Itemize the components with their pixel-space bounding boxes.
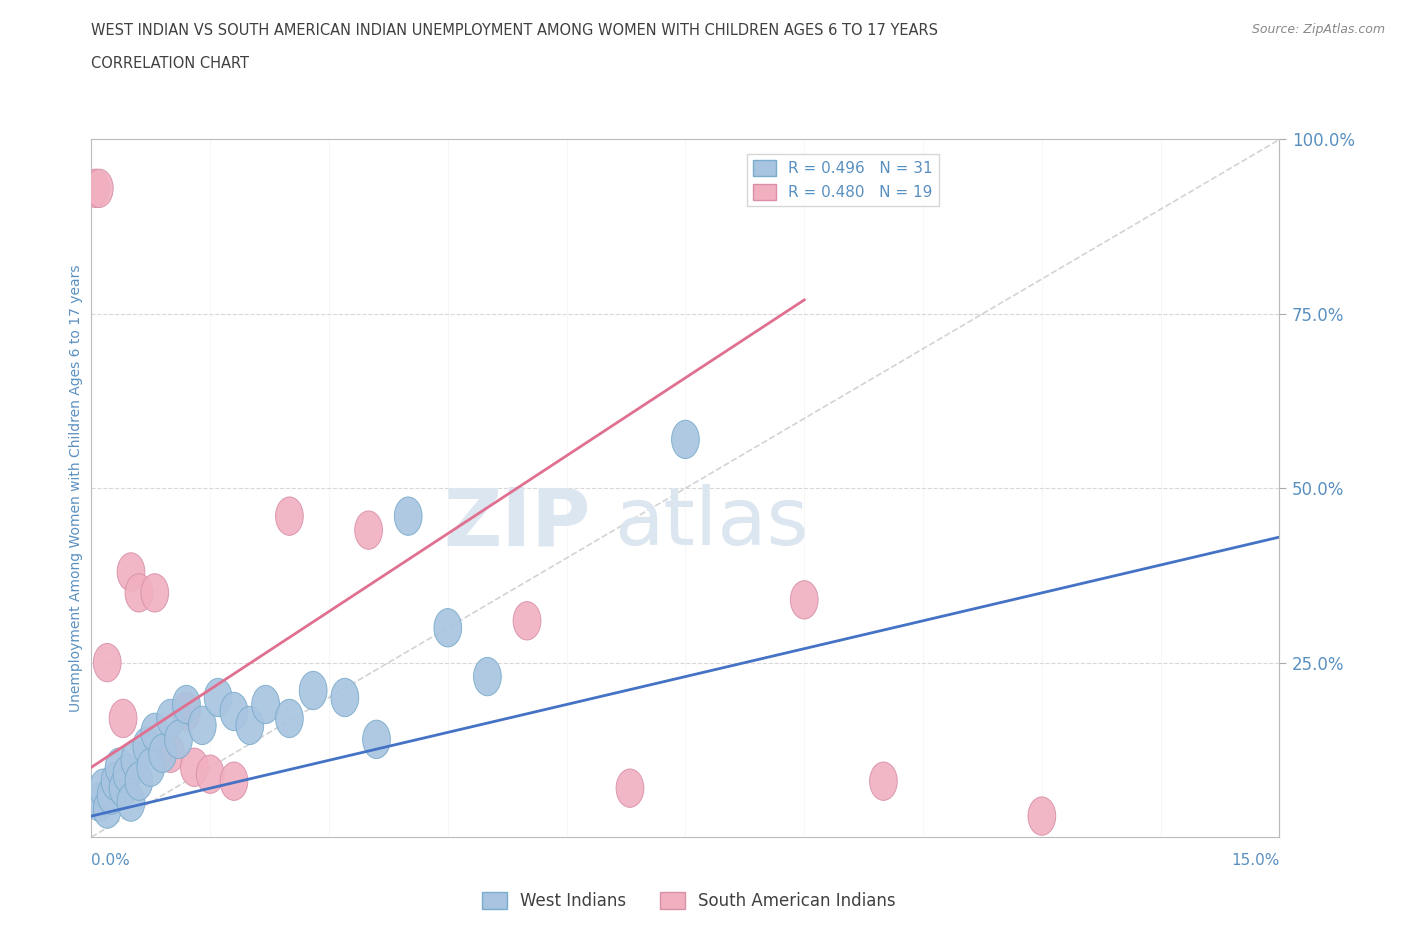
- Ellipse shape: [86, 169, 112, 207]
- Ellipse shape: [141, 574, 169, 612]
- Ellipse shape: [82, 169, 110, 207]
- Text: Source: ZipAtlas.com: Source: ZipAtlas.com: [1251, 23, 1385, 36]
- Ellipse shape: [125, 762, 153, 801]
- Text: ZIP: ZIP: [443, 485, 591, 562]
- Ellipse shape: [141, 713, 169, 751]
- Ellipse shape: [221, 692, 247, 731]
- Ellipse shape: [330, 678, 359, 717]
- Y-axis label: Unemployment Among Women with Children Ages 6 to 17 years: Unemployment Among Women with Children A…: [69, 264, 83, 712]
- Ellipse shape: [93, 790, 121, 829]
- Ellipse shape: [90, 769, 117, 807]
- Ellipse shape: [117, 783, 145, 821]
- Ellipse shape: [221, 762, 247, 801]
- Ellipse shape: [354, 511, 382, 550]
- Ellipse shape: [236, 706, 264, 745]
- Ellipse shape: [252, 685, 280, 724]
- Ellipse shape: [156, 699, 184, 737]
- Ellipse shape: [188, 706, 217, 745]
- Ellipse shape: [180, 748, 208, 787]
- Ellipse shape: [363, 720, 391, 759]
- Text: 15.0%: 15.0%: [1232, 853, 1279, 868]
- Ellipse shape: [672, 420, 699, 458]
- Ellipse shape: [136, 748, 165, 787]
- Ellipse shape: [197, 755, 224, 793]
- Ellipse shape: [173, 685, 200, 724]
- Ellipse shape: [434, 608, 461, 647]
- Ellipse shape: [513, 602, 541, 640]
- Ellipse shape: [156, 734, 184, 773]
- Text: 0.0%: 0.0%: [91, 853, 131, 868]
- Ellipse shape: [299, 671, 328, 710]
- Ellipse shape: [110, 769, 136, 807]
- Legend: R = 0.496   N = 31, R = 0.480   N = 19: R = 0.496 N = 31, R = 0.480 N = 19: [747, 154, 939, 206]
- Ellipse shape: [790, 580, 818, 619]
- Ellipse shape: [474, 658, 502, 696]
- Ellipse shape: [1028, 797, 1056, 835]
- Ellipse shape: [165, 720, 193, 759]
- Legend: West Indians, South American Indians: West Indians, South American Indians: [475, 885, 903, 917]
- Text: CORRELATION CHART: CORRELATION CHART: [91, 56, 249, 71]
- Ellipse shape: [117, 552, 145, 591]
- Ellipse shape: [149, 734, 177, 773]
- Ellipse shape: [97, 776, 125, 815]
- Ellipse shape: [125, 574, 153, 612]
- Ellipse shape: [93, 644, 121, 682]
- Ellipse shape: [121, 741, 149, 779]
- Ellipse shape: [204, 678, 232, 717]
- Text: atlas: atlas: [614, 485, 808, 562]
- Ellipse shape: [173, 692, 200, 731]
- Ellipse shape: [110, 699, 136, 737]
- Ellipse shape: [394, 497, 422, 536]
- Text: WEST INDIAN VS SOUTH AMERICAN INDIAN UNEMPLOYMENT AMONG WOMEN WITH CHILDREN AGES: WEST INDIAN VS SOUTH AMERICAN INDIAN UNE…: [91, 23, 938, 38]
- Ellipse shape: [134, 727, 160, 765]
- Ellipse shape: [86, 783, 112, 821]
- Ellipse shape: [105, 748, 134, 787]
- Ellipse shape: [276, 699, 304, 737]
- Ellipse shape: [101, 762, 129, 801]
- Ellipse shape: [112, 755, 141, 793]
- Ellipse shape: [276, 497, 304, 536]
- Ellipse shape: [869, 762, 897, 801]
- Ellipse shape: [616, 769, 644, 807]
